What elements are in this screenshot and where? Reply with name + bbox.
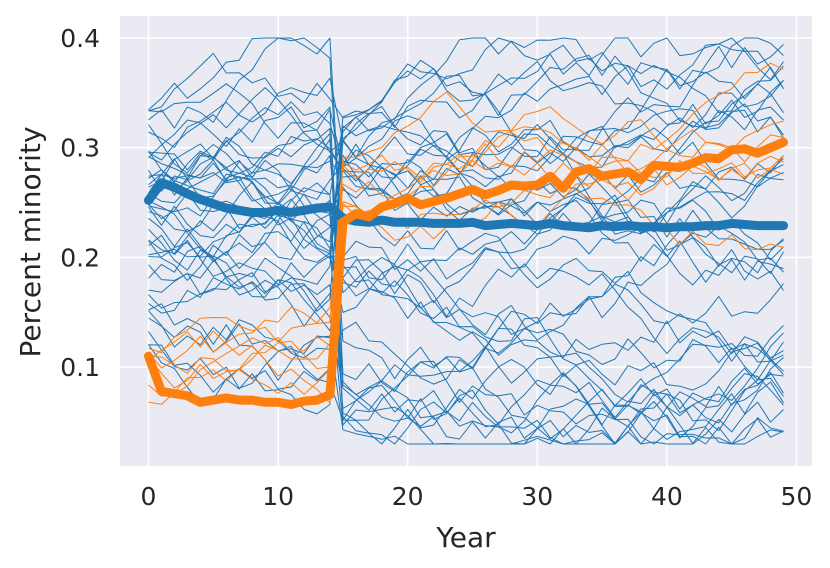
trajectory-line xyxy=(148,54,784,359)
x-tick-label: 30 xyxy=(521,482,553,511)
trajectory-line xyxy=(148,221,784,440)
trajectory-line xyxy=(148,124,784,233)
trajectory-line xyxy=(148,115,784,312)
trajectory-line xyxy=(148,133,784,403)
trajectory-line xyxy=(148,44,784,252)
x-tick-label: 40 xyxy=(651,482,683,511)
trajectory-line xyxy=(148,128,784,445)
x-axis-label: Year xyxy=(435,521,496,554)
trajectory-line xyxy=(148,212,784,313)
trajectory-line xyxy=(148,283,784,404)
x-tick-label: 20 xyxy=(392,482,424,511)
grid-lines xyxy=(120,16,812,466)
trajectory-line xyxy=(148,217,784,434)
trajectory-line xyxy=(148,66,784,222)
trajectory-line xyxy=(148,242,784,445)
trajectory-line xyxy=(148,158,784,286)
y-tick-labels: 0.1 0.2 0.3 0.4 xyxy=(60,24,100,382)
trajectory-line xyxy=(148,213,784,445)
y-tick-label: 0.1 xyxy=(60,353,100,382)
x-tick-label: 50 xyxy=(781,482,813,511)
trajectory-line xyxy=(148,237,784,355)
trajectory-line xyxy=(148,37,784,217)
x-tick-label: 10 xyxy=(262,482,294,511)
x-tick-label: 0 xyxy=(141,482,157,511)
trajectory-line xyxy=(148,210,784,304)
trajectory-line xyxy=(148,37,784,119)
series-line-1 xyxy=(144,137,788,409)
trajectory-line xyxy=(148,62,784,374)
y-tick-label: 0.4 xyxy=(60,24,100,53)
trajectory-line xyxy=(148,120,784,404)
trajectory-line xyxy=(148,37,784,158)
y-tick-label: 0.3 xyxy=(60,134,100,163)
trajectory-line xyxy=(148,87,784,224)
series-lines xyxy=(144,137,788,409)
y-axis-label: Percent minority xyxy=(14,126,47,357)
series-line-0 xyxy=(144,178,788,233)
trajectory-line xyxy=(148,37,784,391)
trajectory-line xyxy=(148,143,784,354)
trajectory-line xyxy=(148,106,784,309)
trajectory-line xyxy=(148,79,784,259)
trajectory-line xyxy=(148,106,784,440)
trajectory-line xyxy=(148,209,784,354)
trajectory-line xyxy=(148,181,784,445)
trajectory-line xyxy=(148,263,784,359)
y-tick-label: 0.2 xyxy=(60,243,100,272)
x-tick-labels: 0 10 20 30 40 50 xyxy=(141,482,813,511)
trajectory-line xyxy=(148,155,784,372)
individual-trajectory-lines xyxy=(148,37,784,445)
trajectory-line xyxy=(148,91,784,397)
